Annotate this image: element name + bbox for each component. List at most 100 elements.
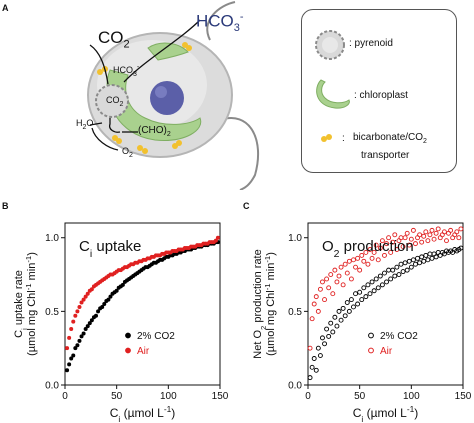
data-point (69, 356, 74, 361)
data-point (382, 252, 387, 258)
data-point (334, 323, 340, 329)
data-point (423, 252, 429, 258)
svg-text:Net O2 production rate: Net O2 production rate (252, 249, 268, 358)
data-point (357, 289, 363, 295)
label-o2: O2 (122, 146, 133, 159)
data-point (342, 261, 348, 267)
data-point (311, 301, 317, 307)
data-point (448, 227, 454, 233)
y-tick-label: 0.5 (288, 307, 302, 318)
data-point (367, 291, 373, 297)
chart-ci-uptake: 0 50 100 150 0.0 0.5 1.0 Ci uptake 2% CO2 Air Ci (… (13, 222, 229, 423)
data-point (85, 291, 90, 296)
data-point (315, 345, 321, 351)
data-point (100, 304, 105, 309)
data-point (77, 338, 82, 343)
data-point (336, 273, 342, 279)
data-point (307, 345, 313, 351)
data-point (69, 327, 74, 332)
data-point (351, 257, 356, 263)
data-point (83, 294, 88, 299)
data-point (338, 264, 344, 270)
data-point (324, 326, 330, 332)
data-point (394, 247, 400, 252)
x-tick-label: 150 (455, 391, 472, 402)
data-point (353, 291, 358, 297)
legend-pyrenoid-label: : pyrenoid (349, 38, 393, 49)
panel-letter-b: B (2, 201, 9, 211)
data-point (357, 267, 363, 273)
data-point (77, 304, 82, 309)
data-point (317, 353, 323, 358)
legend-chloroplast-icon (316, 79, 350, 109)
legend-transporter-label: bicarbonate/CO2 transporter (353, 132, 427, 161)
y-tick-label: 0.0 (288, 381, 302, 392)
data-point (431, 236, 437, 242)
y-axis-label: Net O2 production rate (µmol mg Chl-1 min… (252, 249, 277, 358)
data-point (444, 238, 449, 244)
data-point (94, 313, 98, 318)
legend-label: Air (380, 346, 393, 357)
legend-marker (368, 332, 374, 339)
legend-transporter-icon (321, 134, 332, 142)
panel-letter-c: C (243, 201, 250, 211)
data-point (328, 272, 334, 277)
svg-text:(µmol mg Chl-1 min-1): (µmol mg Chl-1 min-1) (24, 252, 39, 356)
data-point (373, 276, 379, 282)
data-point (67, 362, 72, 367)
data-point (120, 282, 125, 287)
data-point (320, 335, 325, 341)
data-point (65, 346, 70, 351)
data-point (367, 247, 373, 252)
legend-chloroplast-label: : chloroplast (354, 90, 408, 101)
x-tick-label: 50 (354, 391, 366, 402)
data-point (369, 279, 375, 285)
data-point (361, 285, 367, 291)
label-cho2: (CHO)2 (138, 125, 171, 138)
y-axis-label: Ci uptake rate (µmol mg Chl-1 min-1) (13, 252, 38, 356)
x-tick-label: 50 (111, 391, 123, 402)
data-point (415, 255, 420, 261)
data-point (417, 232, 423, 238)
data-point (390, 267, 396, 273)
data-point (390, 239, 396, 245)
x-tick-label: 0 (305, 391, 311, 402)
data-point (413, 241, 418, 247)
data-point (328, 320, 334, 326)
x-axis-label: Ci (µmol L-1) (353, 404, 419, 423)
data-point (373, 242, 379, 248)
data-point (73, 313, 78, 318)
data-point (413, 261, 418, 267)
series-air (65, 235, 220, 351)
data-point (441, 229, 447, 235)
x-axis-label: Ci (µmol L-1) (110, 404, 176, 423)
data-point (363, 250, 369, 255)
data-point (326, 333, 332, 339)
data-point (433, 254, 439, 260)
data-point (458, 226, 464, 232)
data-point (435, 226, 441, 232)
data-point (375, 285, 381, 291)
data-point (458, 245, 464, 251)
y-tick-label: 1.0 (288, 233, 302, 244)
chart-title: Ci uptake (79, 238, 141, 260)
data-point (85, 324, 90, 329)
panel-letter-a: A (2, 3, 9, 13)
data-point (71, 353, 76, 358)
data-point (386, 267, 392, 273)
data-point (392, 232, 398, 238)
chart-title: O2 production (322, 238, 414, 260)
data-point (338, 317, 344, 323)
data-point (410, 227, 416, 233)
x-tick-label: 150 (212, 391, 229, 402)
data-point (456, 235, 462, 241)
flagellum-right (219, 117, 260, 190)
data-point (315, 308, 321, 314)
data-point (406, 258, 412, 264)
data-point (361, 258, 367, 264)
data-point (363, 294, 369, 300)
data-point (340, 282, 346, 288)
data-point (379, 238, 385, 244)
data-point (396, 272, 402, 277)
data-point (344, 270, 350, 276)
